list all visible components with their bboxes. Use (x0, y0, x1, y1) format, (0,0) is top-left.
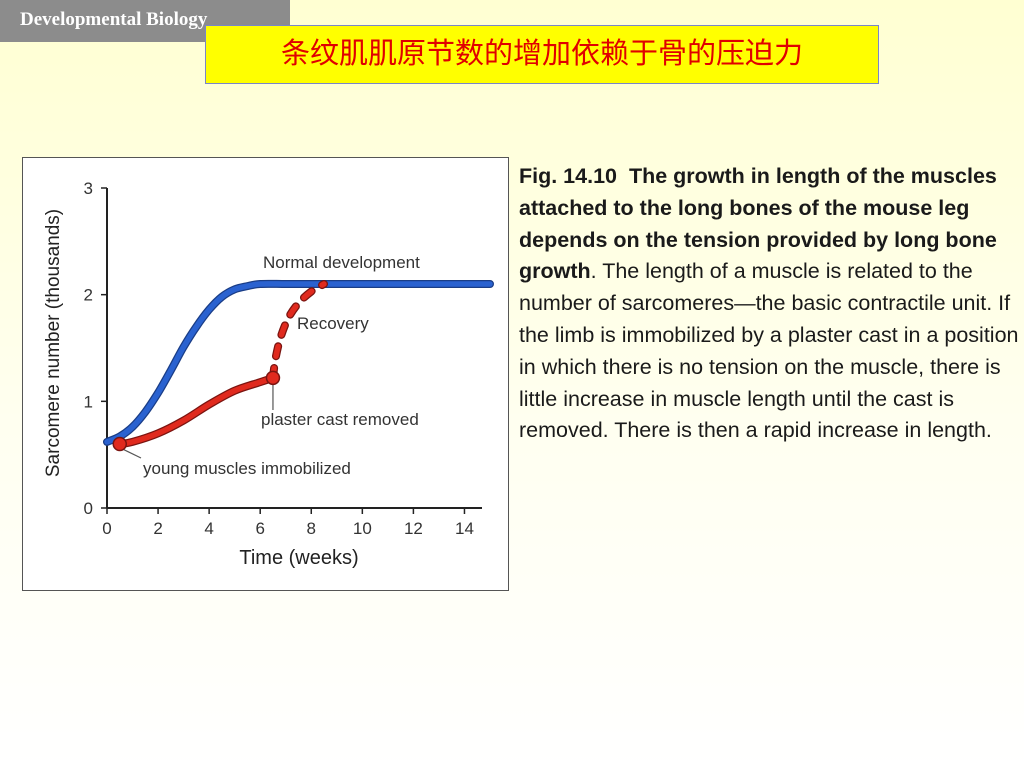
slide-title: 条纹肌肌原节数的增加依赖于骨的压迫力 (205, 25, 879, 84)
leader-young-muscles (120, 447, 142, 459)
chart-text: Time (weeks) Sarcomere number (thousands… (43, 209, 420, 569)
y-axis-label: Sarcomere number (thousands) (43, 209, 64, 477)
chart-series (103, 279, 494, 448)
x-tick-label-2: 2 (153, 519, 162, 538)
y-tick-label-1: 1 (84, 392, 93, 411)
x-tick-label-10: 10 (353, 519, 372, 538)
series-recovery (270, 281, 327, 381)
x-tick-label-6: 6 (255, 519, 264, 538)
x-axis-label: Time (weeks) (239, 547, 358, 569)
figure-caption: Fig. 14.10 The growth in length of the m… (519, 161, 1019, 447)
annotation-leaders (120, 382, 274, 459)
figure-panel: 0 2 4 6 8 10 12 14 0 1 2 3 Time (weeks) Sarcomere n… (22, 157, 509, 591)
annotation-plaster-cast-removed: plaster cast removed (261, 410, 419, 429)
annotation-young-muscles-immobilized: young muscles immobilized (143, 459, 351, 478)
y-tick-label-0: 0 (84, 499, 93, 518)
marker-point-1 (265, 370, 281, 386)
marker-point-0 (112, 436, 128, 452)
x-tick-label-14: 14 (455, 519, 474, 538)
series-young-muscles-immobilized (117, 375, 276, 447)
y-tick-label-2: 2 (84, 286, 93, 305)
caption-body-text: . The length of a muscle is related to t… (519, 259, 1019, 443)
caption-fig-number: Fig. 14.10 (519, 164, 617, 188)
annotation-recovery: Recovery (297, 314, 369, 333)
annotation-normal-development: Normal development (263, 253, 420, 272)
x-tick-label-12: 12 (404, 519, 423, 538)
y-tick-label-3: 3 (84, 179, 93, 198)
x-tick-label-8: 8 (307, 519, 316, 538)
x-tick-label-4: 4 (204, 519, 213, 538)
series-normal-development (104, 281, 493, 445)
x-tick-label-0: 0 (102, 519, 111, 538)
caption-bold-text: The growth in length of the muscles atta… (519, 164, 997, 284)
header-tag: Developmental Biology (0, 0, 290, 42)
chart-markers (112, 370, 281, 452)
